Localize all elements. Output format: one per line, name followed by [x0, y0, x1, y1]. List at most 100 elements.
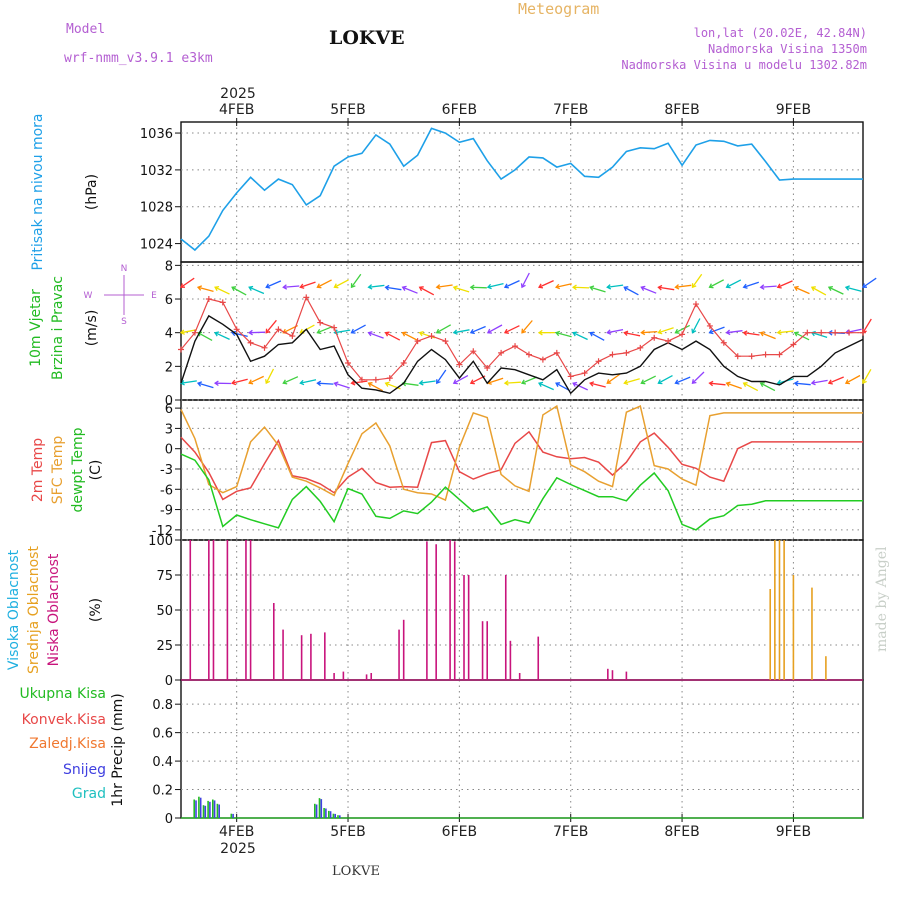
- temp-axis-title-1: 2m Temp: [30, 438, 46, 502]
- y-tick-label: 25: [156, 639, 173, 654]
- wind-gust-marker: [525, 351, 532, 358]
- wind-vector: [828, 376, 844, 384]
- wind-vector-head: [521, 328, 527, 334]
- precip-bar-total: [193, 799, 195, 818]
- wind-gust-marker: [331, 324, 338, 331]
- precip-bar-total: [198, 796, 200, 818]
- wind-vector: [794, 332, 810, 341]
- wind-vector: [726, 279, 742, 288]
- precip-legend-0: Ukupna Kisa: [19, 686, 106, 702]
- wind-vector-head: [725, 329, 731, 336]
- wind-vector: [402, 286, 418, 294]
- wind-vector-head: [538, 283, 544, 289]
- wind-vector: [726, 382, 742, 390]
- wind-vector: [197, 382, 214, 389]
- wind-vector-head: [691, 283, 697, 289]
- wind-vector: [521, 272, 530, 288]
- altitude-label: Nadmorska Visina 1350m: [708, 42, 867, 56]
- wind-vector: [317, 382, 334, 385]
- wind-vector-head: [418, 330, 424, 337]
- wind-vector-head: [248, 329, 253, 336]
- wind-vector-head: [384, 331, 390, 337]
- wind-vector-head: [282, 379, 288, 385]
- precip-bar-snow: [213, 800, 216, 818]
- wind-vector: [641, 286, 657, 294]
- wind-vector: [351, 380, 368, 384]
- precip-bar-snow: [320, 799, 323, 818]
- precip-bar-total: [318, 798, 321, 818]
- wind-vector-head: [265, 283, 271, 289]
- chart-layer: 4FEB 4FEB 5FEB 5FEB 6FEB 6FEB 7FEB 7FEB 8FEB 8FEB…: [6, 102, 877, 840]
- precip-bar-total: [216, 803, 219, 818]
- wind-vector: [368, 382, 384, 392]
- wind-vector: [675, 376, 691, 384]
- wind-gust-marker: [790, 341, 797, 348]
- wind-gust-marker: [581, 370, 588, 377]
- wind-vector-head: [486, 283, 492, 290]
- wind-vector: [453, 329, 470, 334]
- wind-vector: [419, 332, 436, 339]
- wind-gust-marker: [846, 329, 853, 336]
- wind-vector-head: [589, 285, 595, 291]
- precip-bar-snow: [209, 801, 211, 818]
- wind-gust-marker: [303, 294, 310, 301]
- wind-vector: [573, 286, 590, 289]
- precip-legend-2: Zaledj.Kisa: [29, 736, 106, 752]
- precip-legend-3: Snijeg: [63, 762, 106, 778]
- wind-gust-marker: [484, 365, 491, 372]
- wind-vector: [419, 380, 436, 384]
- wind-gust-marker: [317, 319, 324, 326]
- wind-vector: [334, 382, 350, 389]
- meteogram-title: Meteogram: [518, 0, 599, 18]
- wind-vector-head: [571, 284, 577, 291]
- wind-vector-head: [810, 379, 816, 386]
- model-label: Model: [66, 22, 105, 37]
- wind-vector-head: [640, 329, 646, 336]
- wind-vector: [521, 376, 538, 384]
- temp-line-2: [180, 453, 863, 531]
- wind-vector-head: [503, 328, 510, 334]
- wind-vector: [845, 374, 861, 384]
- wind-vector: [300, 324, 315, 334]
- wind-vector: [300, 379, 317, 384]
- wind-gust-marker: [386, 375, 393, 382]
- wind-vector-head: [469, 284, 475, 291]
- wind-vector-head: [589, 381, 595, 387]
- wind-vector-head: [623, 330, 629, 336]
- model-altitude-label: Nadmorska Visina u modelu 1302.82m: [621, 58, 867, 72]
- wind-vector-head: [725, 381, 731, 387]
- wind-vector-head: [367, 382, 373, 388]
- wind-vector-head: [418, 286, 424, 292]
- wind-vector-head: [248, 285, 254, 291]
- wind-gust-marker: [679, 331, 686, 338]
- wind-vector-head: [537, 329, 543, 336]
- wind-vector-row: [180, 272, 877, 296]
- wind-vector: [334, 329, 351, 334]
- wind-vector: [504, 280, 520, 288]
- wind-vector: [214, 332, 230, 340]
- precip-bar-total: [212, 799, 214, 818]
- wind-vector: [334, 279, 349, 288]
- y-tick-label: 75: [156, 569, 173, 584]
- wind-vector: [538, 280, 554, 288]
- wind-gust-marker: [400, 359, 407, 366]
- wind-axis-title-2: Brzina i Pravac: [50, 276, 66, 380]
- wind-vector-head: [862, 283, 868, 288]
- panel-frame-0: [180, 121, 864, 263]
- cloud-axis-title-low: Niska Oblacnost: [46, 553, 62, 666]
- wind-vector-head: [674, 328, 680, 334]
- cloud-axis-title-mid: Srednja Oblacnost: [26, 546, 42, 674]
- cloud-unit: (%): [88, 598, 104, 622]
- wind-vector: [402, 332, 418, 341]
- precip-bar-total: [332, 813, 335, 818]
- precip-bar-snow: [339, 815, 341, 818]
- wind-vector: [214, 286, 230, 295]
- precip-bar-total: [337, 815, 339, 818]
- wind-gust-marker: [734, 353, 741, 360]
- pressure-line: [180, 127, 863, 252]
- pressure-axis-title: Pritisak na nivou mora: [30, 113, 46, 270]
- wind-vector-head: [844, 285, 850, 291]
- wind-vector-head: [316, 283, 322, 289]
- wind-vector: [743, 332, 760, 336]
- bottom-date-label: 4FEB: [219, 824, 254, 840]
